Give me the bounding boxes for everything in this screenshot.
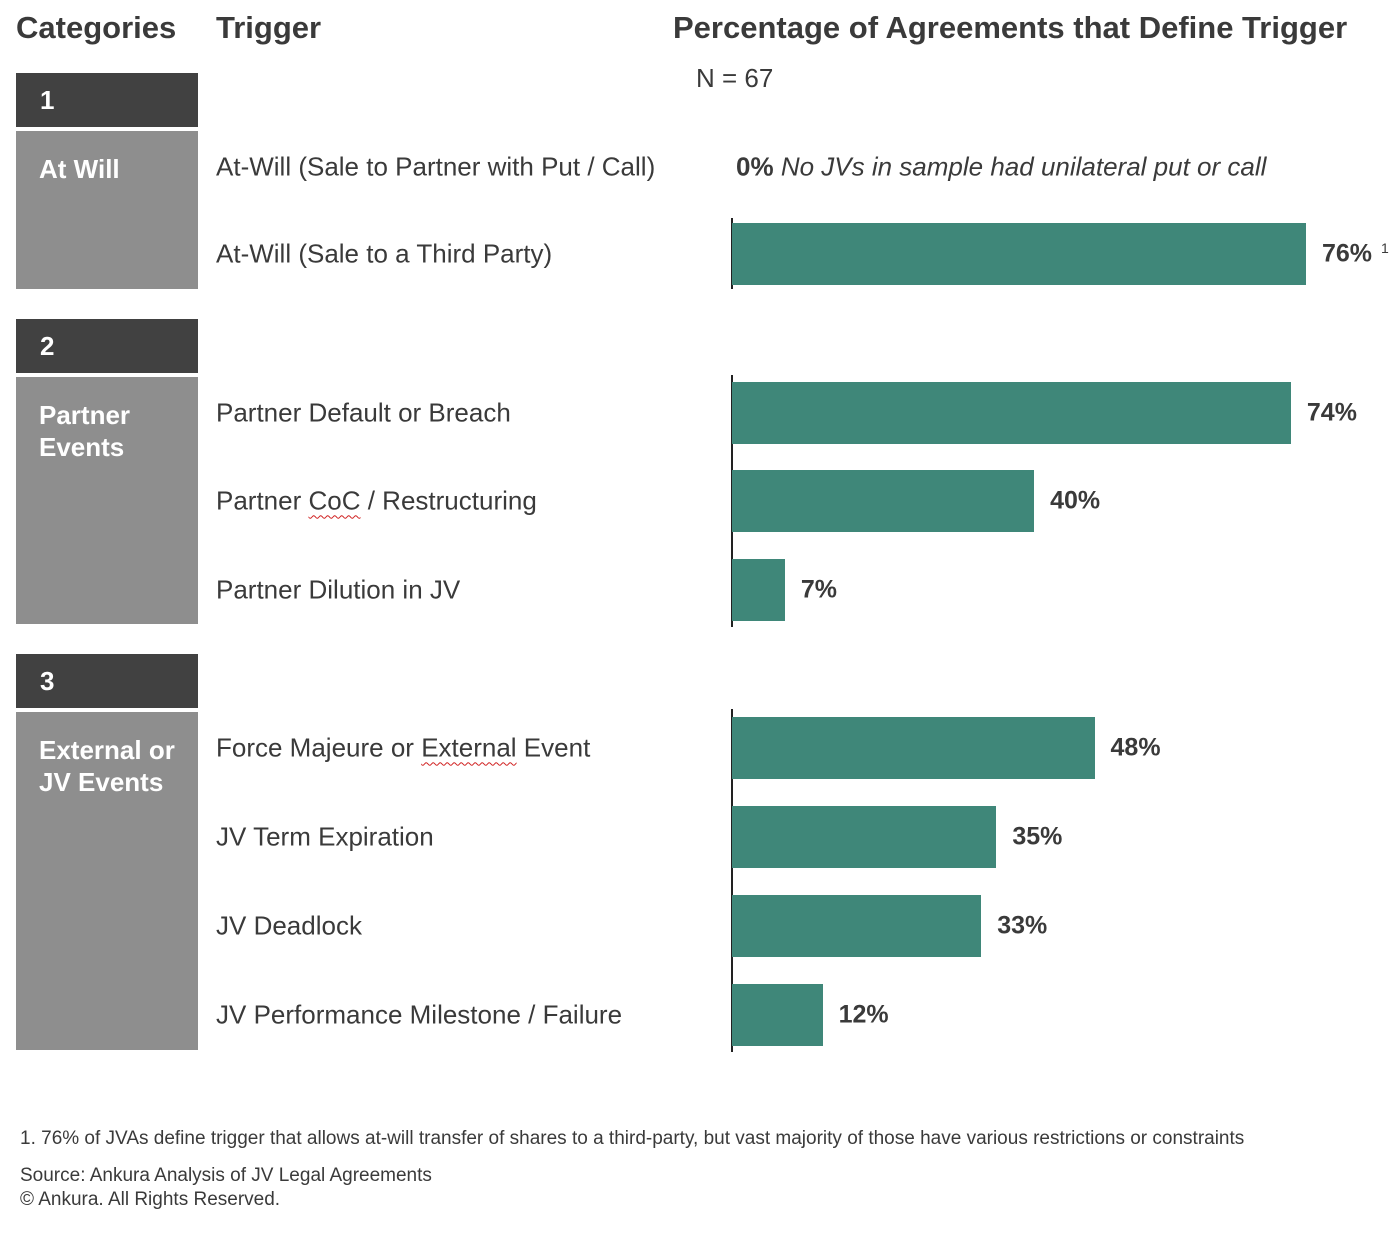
trigger-label: Force Majeure or External Event — [216, 732, 591, 763]
bar — [732, 984, 823, 1046]
copyright-note: © Ankura. All Rights Reserved. — [20, 1189, 281, 1210]
bar — [732, 223, 1306, 285]
footnote-marker: 1 — [1381, 240, 1389, 256]
footnote: 1. 76% of JVAs define trigger that allow… — [20, 1128, 1245, 1149]
bar-value-label: 76% — [1322, 239, 1373, 268]
zero-value-text: No JVs in sample had unilateral put or c… — [780, 151, 1267, 182]
bar — [732, 382, 1291, 444]
bar-value-label: 48% — [1110, 733, 1161, 762]
trigger-label: JV Performance Milestone / Failure — [216, 999, 623, 1030]
group-number-3: 3 — [16, 654, 198, 708]
group-number-2: 2 — [16, 319, 198, 373]
sample-size-label: N = 67 — [696, 63, 774, 93]
trigger-label: At-Will (Sale to Partner with Put / Call… — [216, 151, 656, 182]
bar — [732, 717, 1095, 779]
bar-value-label: 12% — [838, 1000, 889, 1029]
source-note: Source: Ankura Analysis of JV Legal Agre… — [20, 1165, 432, 1186]
trigger-label: At-Will (Sale to a Third Party) — [216, 238, 553, 269]
bar-value-label: 40% — [1050, 486, 1101, 515]
group-name-external-jv-events: External or JV Events — [16, 712, 198, 1050]
zero-value-note: 0% No JVs in sample had unilateral put o… — [736, 152, 1266, 183]
trigger-label: Partner CoC / Restructuring — [216, 485, 537, 516]
trigger-label: Partner Default or Breach — [216, 397, 511, 428]
bar — [732, 559, 785, 621]
bar-value-label: 35% — [1012, 822, 1063, 851]
spellcheck-underline: External — [421, 732, 517, 763]
trigger-header: Trigger — [216, 10, 322, 45]
trigger-label: JV Deadlock — [216, 910, 362, 941]
bar-value-label: 74% — [1306, 398, 1357, 427]
bar-value-label: 7% — [800, 575, 837, 604]
bar — [732, 806, 997, 868]
bar-value-label: 33% — [997, 911, 1048, 940]
chart-title: Percentage of Agreements that Define Tri… — [673, 10, 1348, 45]
group-number-1: 1 — [16, 73, 198, 127]
group-name-at-will: At Will — [16, 131, 198, 289]
bar — [732, 895, 982, 957]
group-name-partner-events: Partner Events — [16, 377, 198, 624]
bar — [732, 470, 1035, 532]
zero-value-label: 0% — [736, 151, 774, 182]
categories-header: Categories — [16, 10, 177, 45]
trigger-label: JV Term Expiration — [216, 821, 434, 852]
axis-line-group-3 — [731, 709, 733, 1052]
trigger-label: Partner Dilution in JV — [216, 574, 461, 605]
spellcheck-underline: CoC — [308, 485, 361, 516]
